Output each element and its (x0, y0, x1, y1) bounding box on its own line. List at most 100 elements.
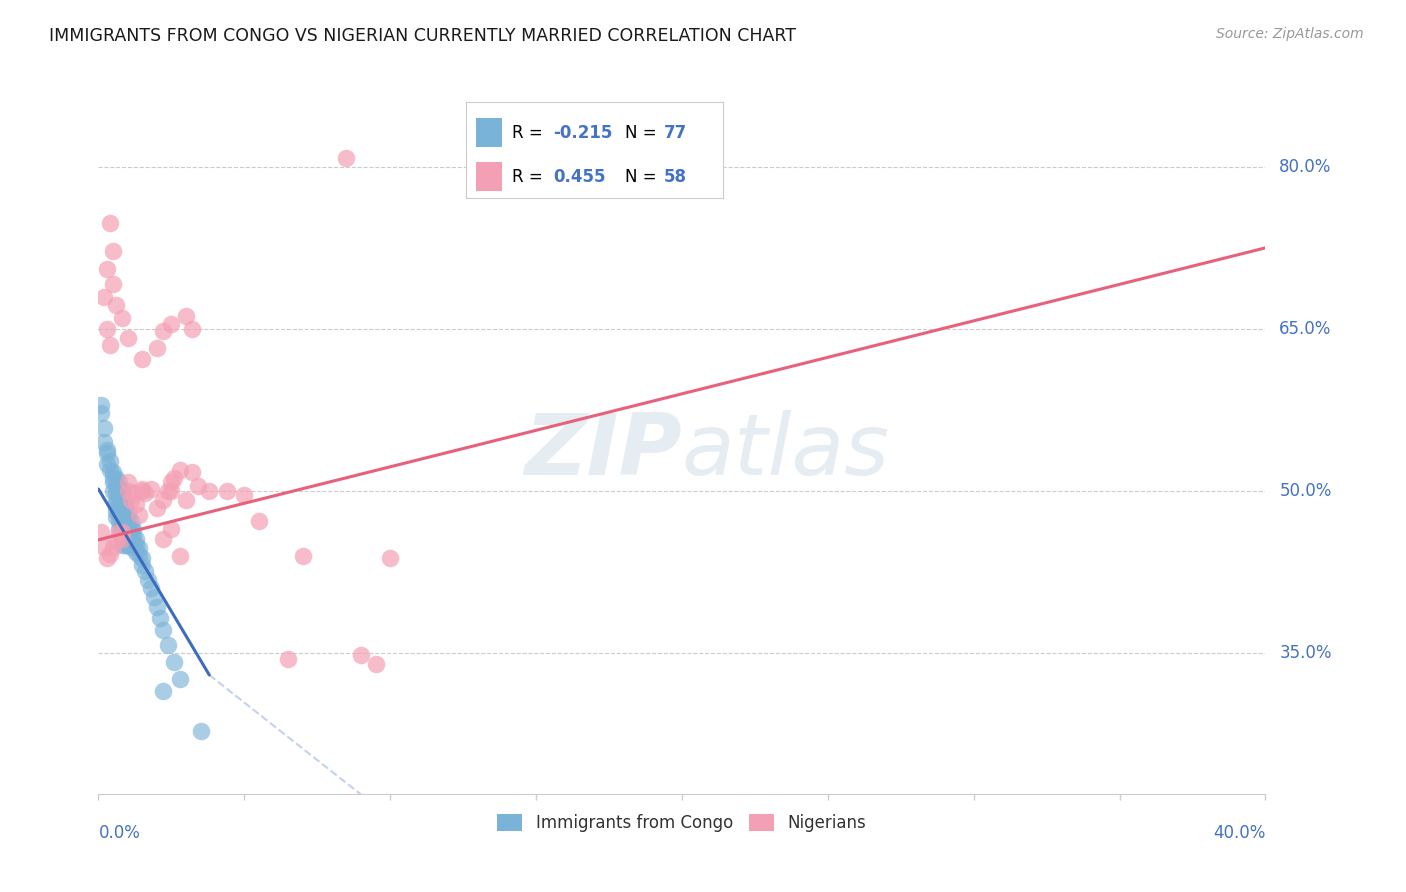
Point (101, 277, 124, 291)
Point (111, 524, 134, 538)
Point (108, 522, 131, 536)
Point (125, 532, 148, 546)
Point (163, 655, 186, 669)
Text: 35.0%: 35.0% (1279, 644, 1331, 663)
Point (101, 244, 124, 259)
Point (152, 532, 174, 546)
Point (98, 462, 121, 476)
Point (108, 475, 131, 490)
Point (96, 551, 118, 566)
Point (117, 475, 139, 490)
Point (122, 486, 145, 500)
Point (180, 322, 202, 336)
Point (111, 525, 134, 540)
Point (90, 398, 112, 412)
Legend: Immigrants from Congo, Nigerians: Immigrants from Congo, Nigerians (491, 807, 873, 839)
Point (93, 541, 115, 555)
Text: atlas: atlas (682, 409, 890, 493)
Point (139, 482, 162, 496)
Point (335, 151, 357, 165)
Point (117, 525, 139, 540)
Point (111, 497, 134, 511)
Point (277, 651, 299, 665)
Point (98, 216, 121, 230)
Point (104, 533, 127, 547)
Point (111, 531, 134, 545)
Point (114, 538, 136, 552)
Point (98, 547, 121, 561)
Point (90, 525, 112, 540)
Point (128, 541, 150, 556)
Point (142, 590, 165, 604)
Point (104, 492, 127, 507)
Text: Source: ZipAtlas.com: Source: ZipAtlas.com (1216, 27, 1364, 41)
Point (114, 525, 136, 540)
Point (93, 421, 115, 435)
Point (114, 512, 136, 526)
Point (160, 317, 183, 331)
Point (198, 484, 221, 499)
Point (108, 508, 131, 522)
Point (98, 454, 121, 468)
Point (128, 508, 150, 522)
Point (131, 558, 153, 572)
Point (160, 522, 183, 536)
Point (233, 488, 256, 502)
Point (146, 342, 169, 356)
Point (169, 462, 191, 476)
Point (120, 521, 142, 535)
Point (111, 484, 134, 499)
Point (101, 471, 124, 485)
Point (114, 506, 136, 520)
Point (163, 471, 186, 485)
Point (131, 482, 153, 496)
Point (120, 492, 142, 507)
Point (117, 532, 139, 546)
Point (215, 484, 238, 499)
Point (291, 549, 314, 563)
Point (104, 471, 127, 485)
Point (104, 486, 127, 500)
Text: ZIP: ZIP (524, 409, 682, 493)
Point (157, 638, 180, 652)
Point (104, 503, 127, 517)
Point (108, 488, 131, 502)
Point (114, 492, 136, 507)
Point (169, 549, 191, 563)
Point (117, 330, 139, 344)
Text: IMMIGRANTS FROM CONGO VS NIGERIAN CURRENTLY MARRIED CORRELATION CHART: IMMIGRANTS FROM CONGO VS NIGERIAN CURREN… (49, 27, 796, 45)
Point (111, 503, 134, 517)
Point (101, 475, 124, 490)
Point (131, 352, 153, 367)
Text: 0.0%: 0.0% (98, 824, 141, 842)
Point (187, 479, 209, 493)
Point (117, 518, 139, 533)
Point (380, 551, 402, 566)
Point (111, 538, 134, 552)
Text: 40.0%: 40.0% (1213, 824, 1265, 842)
Point (122, 535, 145, 549)
Point (174, 492, 197, 507)
Point (149, 610, 172, 624)
Point (120, 541, 142, 555)
Point (111, 510, 134, 524)
Point (108, 515, 131, 529)
Point (350, 648, 373, 663)
Point (96, 443, 118, 458)
Point (101, 484, 124, 499)
Point (101, 541, 124, 555)
Point (174, 309, 197, 323)
Point (139, 582, 162, 596)
Point (114, 500, 136, 514)
Point (117, 512, 139, 526)
Point (152, 492, 174, 507)
Point (111, 516, 134, 531)
Point (96, 457, 118, 471)
Text: 80.0%: 80.0% (1279, 158, 1331, 176)
Point (131, 484, 153, 499)
Point (96, 322, 118, 336)
Point (146, 599, 169, 614)
Point (104, 479, 127, 493)
Point (93, 435, 115, 450)
Point (180, 465, 202, 479)
